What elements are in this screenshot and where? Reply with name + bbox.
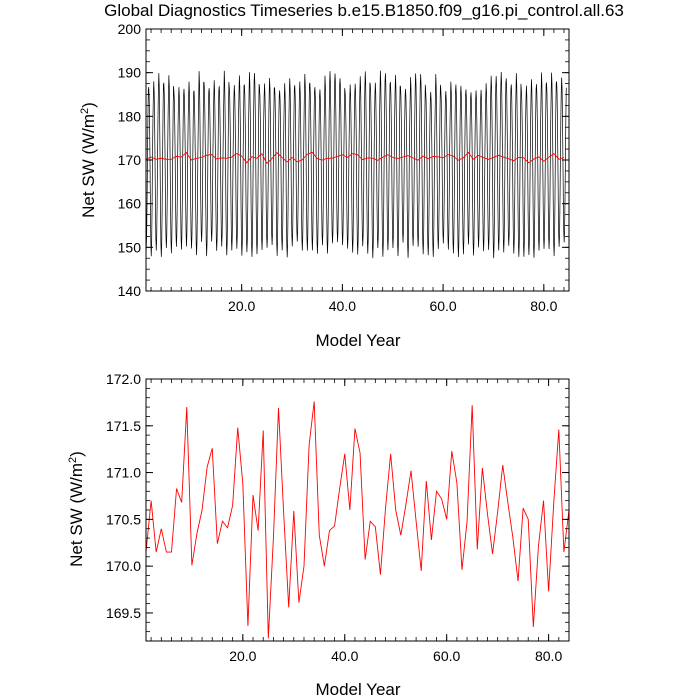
bottom-y-tick-label: 171.0 xyxy=(106,465,141,481)
bottom-y-tick-label: 170.0 xyxy=(106,558,141,574)
bottom-y-tick-label: 170.5 xyxy=(106,511,141,527)
top-y-axis-title-main: Net SW (W/m xyxy=(79,114,98,218)
top-annual-series-line xyxy=(145,151,565,165)
bottom-y-axis-title-sup: 2 xyxy=(67,457,79,463)
top-y-tick-label: 160 xyxy=(118,196,142,212)
bottom-y-tick-label: 169.5 xyxy=(106,605,141,621)
top-y-tick-label: 170 xyxy=(118,152,142,168)
bottom-annual-series-line xyxy=(145,401,570,639)
bottom-y-tick-label: 172.0 xyxy=(106,371,141,387)
bottom-x-tick-label: 80.0 xyxy=(535,648,562,664)
bottom-x-tick-label: 40.0 xyxy=(331,648,358,664)
top-series-group xyxy=(145,70,567,259)
bottom-x-tick-label: 20.0 xyxy=(229,648,256,664)
top-y-tick-label: 150 xyxy=(118,239,142,255)
chart-title: Global Diagnostics Timeseries b.e15.B185… xyxy=(104,1,624,20)
top-y-axis-title-end: ) xyxy=(79,102,98,108)
bottom-panel: 20.0 40.0 60.0 80.0 169.5 170.0 170.5 171.0 171.… xyxy=(67,371,570,699)
top-y-tick-label: 200 xyxy=(118,21,142,37)
top-x-tick-label: 80.0 xyxy=(530,298,557,314)
top-panel: 20.0 40.0 60.0 80.0 140 150 160 170 180 190 200 Mo… xyxy=(79,21,570,350)
monthly-series-line xyxy=(145,70,567,259)
bottom-plot-frame xyxy=(145,378,570,642)
top-x-tick-label: 20.0 xyxy=(228,298,255,314)
bottom-y-axis-title: Net SW (W/m2) xyxy=(67,451,86,567)
top-y-axis-title: Net SW (W/m2) xyxy=(79,102,98,218)
top-y-tick-label: 190 xyxy=(118,65,142,81)
bottom-y-axis-title-end: ) xyxy=(67,451,86,457)
bottom-series-group xyxy=(145,401,570,639)
bottom-x-axis-title: Model Year xyxy=(315,680,400,699)
top-y-tick-label: 180 xyxy=(118,108,142,124)
top-x-tick-label: 60.0 xyxy=(429,298,456,314)
bottom-x-tick-label: 60.0 xyxy=(433,648,460,664)
top-x-tick-label: 40.0 xyxy=(329,298,356,314)
top-ticks-group: 20.0 40.0 60.0 80.0 140 150 160 170 180 190 200 xyxy=(118,21,569,314)
top-y-axis-title-sup: 2 xyxy=(79,108,91,114)
bottom-y-tick-label: 171.5 xyxy=(106,418,141,434)
bottom-y-axis-title-main: Net SW (W/m xyxy=(67,463,86,567)
top-x-axis-title: Model Year xyxy=(315,331,400,350)
bottom-ticks-group: 20.0 40.0 60.0 80.0 169.5 170.0 170.5 171.0 171.… xyxy=(106,371,570,664)
top-y-tick-label: 140 xyxy=(118,283,142,299)
